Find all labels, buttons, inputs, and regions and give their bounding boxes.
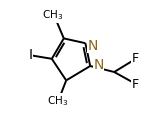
Text: CH$_3$: CH$_3$ (42, 9, 64, 23)
Text: F: F (132, 52, 139, 65)
Text: N: N (93, 58, 104, 72)
Text: I: I (28, 48, 32, 62)
Text: N: N (87, 39, 98, 53)
Text: CH$_3$: CH$_3$ (47, 94, 68, 108)
Text: F: F (132, 78, 139, 90)
